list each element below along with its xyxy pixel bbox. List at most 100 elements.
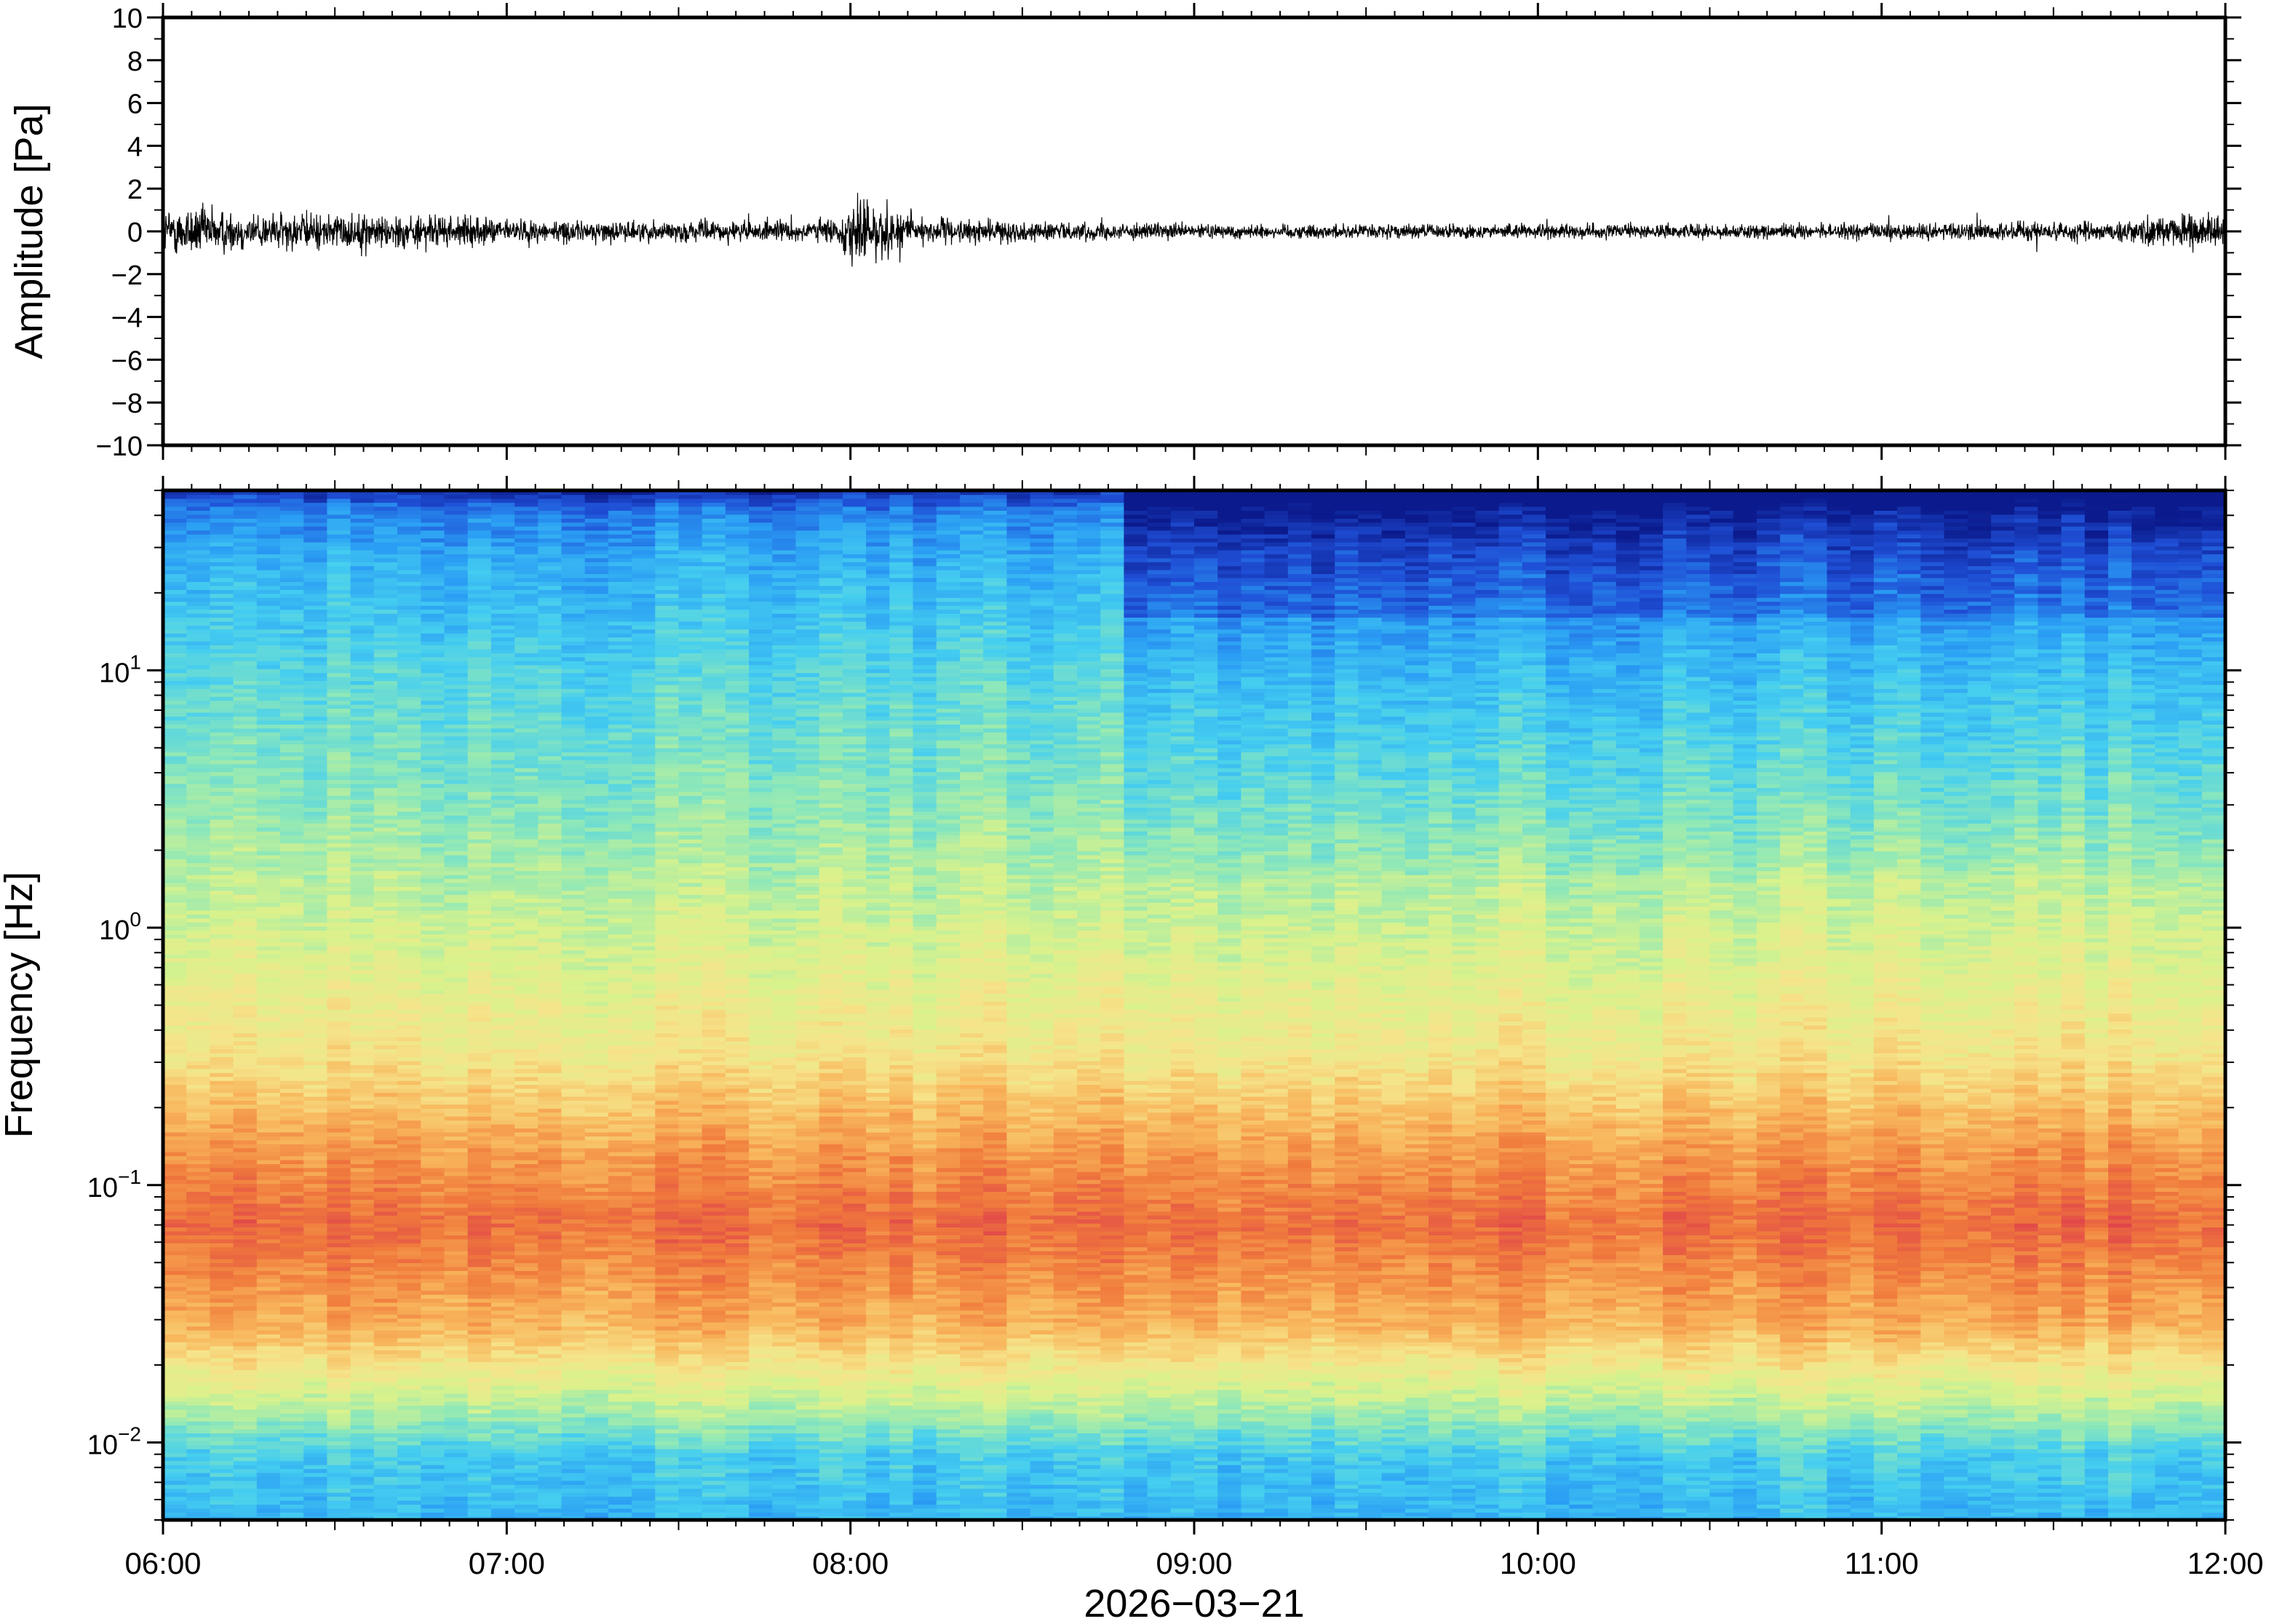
spectrogram-cell — [397, 1413, 421, 1418]
spectrogram-cell — [186, 878, 211, 883]
spectrogram-cell — [490, 506, 515, 511]
spectrogram-cell — [373, 518, 398, 523]
spectrogram-cell — [561, 617, 586, 622]
spectrogram-cell — [584, 1128, 609, 1133]
spectrogram-cell — [467, 1195, 492, 1200]
spectrogram-cell — [327, 1250, 351, 1256]
spectrogram-cell — [538, 843, 563, 848]
spectrogram-cell — [538, 827, 563, 832]
spectrogram-cell — [256, 1163, 281, 1169]
spectrogram-cell — [186, 514, 211, 519]
spectrogram-cell — [584, 1274, 609, 1279]
spectrogram-cell — [210, 783, 234, 788]
spectrogram-cell — [397, 1112, 421, 1117]
spectrogram-cell — [350, 684, 375, 689]
spectrogram-cell — [373, 867, 398, 872]
spectrogram-cell — [163, 514, 187, 519]
spectrogram-cell — [163, 1024, 187, 1030]
spectrogram-cell — [210, 768, 234, 773]
spectrogram-cell — [561, 843, 586, 848]
spectrogram-cell — [280, 807, 304, 812]
spectrogram-cell — [210, 1397, 234, 1402]
spectrogram-cell — [421, 1032, 445, 1038]
spectrogram-cell — [373, 969, 398, 974]
spectrogram-cell — [490, 977, 515, 982]
spectrogram-cell — [256, 771, 281, 776]
spectrogram-cell — [373, 1076, 398, 1081]
spectrogram-cell — [421, 1120, 445, 1125]
spectrogram-cell — [256, 1357, 281, 1363]
spectrogram-cell — [163, 1464, 187, 1469]
spectrogram-cell — [467, 1274, 492, 1279]
spectrogram-cell — [514, 1365, 539, 1370]
spectrogram-cell — [210, 668, 234, 674]
spectrogram-cell — [538, 1104, 563, 1109]
spectrogram-cell — [467, 1369, 492, 1374]
spectrogram-cell — [186, 1024, 211, 1030]
spectrogram-cell — [538, 838, 563, 844]
spectrogram-cell — [397, 1401, 421, 1406]
spectrogram-cell — [186, 1136, 211, 1141]
spectrogram-cell — [233, 1452, 258, 1457]
spectrogram-cell — [210, 1120, 234, 1125]
spectrogram-cell — [350, 648, 375, 653]
spectrogram-cell — [444, 1492, 469, 1497]
spectrogram-cell — [280, 1064, 304, 1070]
spectrogram-cell — [561, 581, 586, 586]
spectrogram-cell — [514, 926, 539, 931]
spectrogram-cell — [373, 502, 398, 507]
spectrogram-cell — [561, 1361, 586, 1366]
spectrogram-cell — [163, 1013, 187, 1018]
spectrogram-cell — [163, 811, 187, 816]
spectrogram-cell — [538, 1064, 563, 1070]
spectrogram-cell — [210, 953, 234, 958]
spectrogram-cell — [256, 1401, 281, 1406]
spectrogram-cell — [233, 1329, 258, 1334]
spectrogram-cell — [233, 1060, 258, 1065]
spectrogram-cell — [303, 1441, 328, 1446]
spectrogram-cell — [514, 1246, 539, 1251]
spectrogram-cell — [397, 803, 421, 808]
spectrogram-cell — [280, 934, 304, 939]
spectrogram-cell — [538, 1444, 563, 1449]
spectrogram-cell — [490, 1048, 515, 1054]
spectrogram-cell — [186, 506, 211, 511]
spectrogram-cell — [467, 1472, 492, 1477]
spectrogram-cell — [373, 1318, 398, 1323]
spectrogram-cell — [467, 684, 492, 689]
spectrogram-cell — [327, 557, 351, 562]
spectrogram-cell — [467, 1286, 492, 1291]
spectrogram-cell — [210, 851, 234, 856]
spectrogram-cell — [397, 724, 421, 729]
spectrogram-cell — [561, 1488, 586, 1493]
spectrogram-cell — [163, 886, 187, 891]
spectrogram-cell — [186, 656, 211, 661]
spectrogram-cell — [256, 969, 281, 974]
spectrogram-cell — [280, 1357, 304, 1363]
spectrogram-cell — [421, 1115, 445, 1121]
spectrogram-cell — [233, 1369, 258, 1374]
spectrogram-cell — [421, 562, 445, 567]
spectrogram-cell — [327, 1199, 351, 1204]
spectrogram-cell — [490, 1171, 515, 1177]
spectrogram-cell — [397, 886, 421, 891]
spectrogram-cell — [256, 1195, 281, 1200]
spectrogram-cell — [561, 922, 586, 927]
spectrogram-cell — [373, 629, 398, 634]
spectrogram-cell — [538, 581, 563, 586]
spectrogram-cell — [467, 1001, 492, 1006]
spectrogram-cell — [514, 799, 539, 804]
spectrogram-cell — [327, 692, 351, 697]
spectrogram-cell — [421, 700, 445, 705]
spectrogram-cell — [256, 1381, 281, 1386]
spectrogram-cell — [186, 593, 211, 598]
spectrogram-cell — [561, 1262, 586, 1267]
spectrogram-cell — [373, 562, 398, 567]
spectrogram-cell — [373, 838, 398, 844]
spectrogram-cell — [233, 696, 258, 701]
spectrogram-cell — [584, 1147, 609, 1153]
spectrogram-cell — [233, 981, 258, 986]
spectrogram-cell — [303, 1029, 328, 1034]
spectrogram-cell — [350, 945, 375, 951]
spectrogram-cell — [538, 768, 563, 773]
